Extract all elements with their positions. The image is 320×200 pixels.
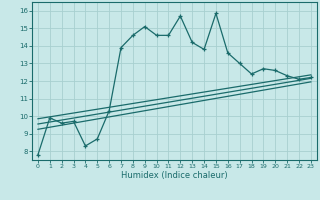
X-axis label: Humidex (Indice chaleur): Humidex (Indice chaleur): [121, 171, 228, 180]
